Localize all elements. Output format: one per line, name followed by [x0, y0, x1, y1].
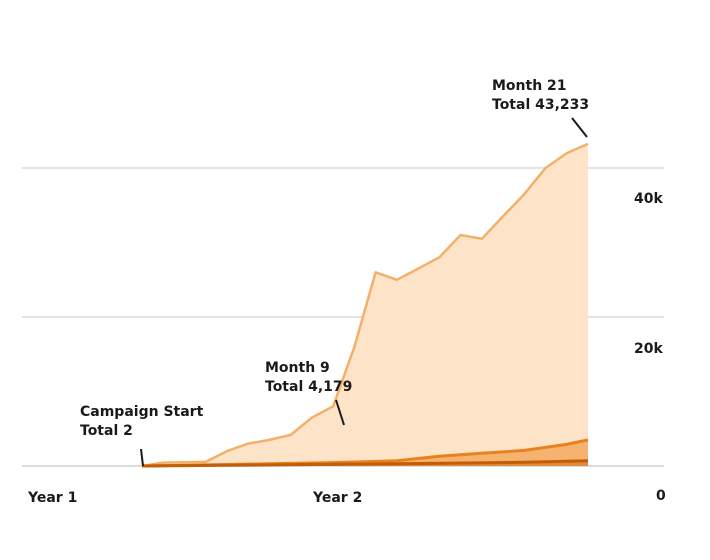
- annotation-1-line-2: Total 2: [80, 423, 133, 439]
- series-lines: [141, 142, 589, 468]
- y-tick-0: 0: [656, 488, 666, 504]
- annotation-leader-1: [140, 448, 144, 467]
- x-tick-year-2: Year 2: [312, 490, 362, 506]
- series-area-3: [142, 460, 588, 466]
- series-area-2: [142, 439, 588, 466]
- y-tick-20k: 20k: [634, 341, 663, 357]
- y-tick-40k: 40k: [634, 191, 663, 207]
- annotation-2-line-1: Month 9: [265, 360, 330, 376]
- y-tick-labels: 0 20k 40k: [634, 191, 666, 504]
- x-tick-year-1: Year 1: [27, 490, 77, 506]
- annotation-leader-2: [335, 399, 345, 426]
- x-tick-labels: Year 1 Year 2: [27, 490, 362, 506]
- series-line-1: [141, 142, 589, 468]
- annotation-leader-3: [571, 117, 588, 138]
- series-line-3: [141, 459, 589, 468]
- series-area-1: [142, 143, 588, 466]
- annotations: Campaign Start Total 2 Month 9 Total 4,179 M…: [80, 78, 589, 467]
- annotation-3-line-1: Month 21: [492, 78, 567, 94]
- annotation-1-line-1: Campaign Start: [80, 404, 204, 420]
- annotation-2-line-2: Total 4,179: [265, 379, 352, 395]
- annotation-3-line-2: Total 43,233: [492, 97, 589, 113]
- series-areas: [142, 143, 588, 466]
